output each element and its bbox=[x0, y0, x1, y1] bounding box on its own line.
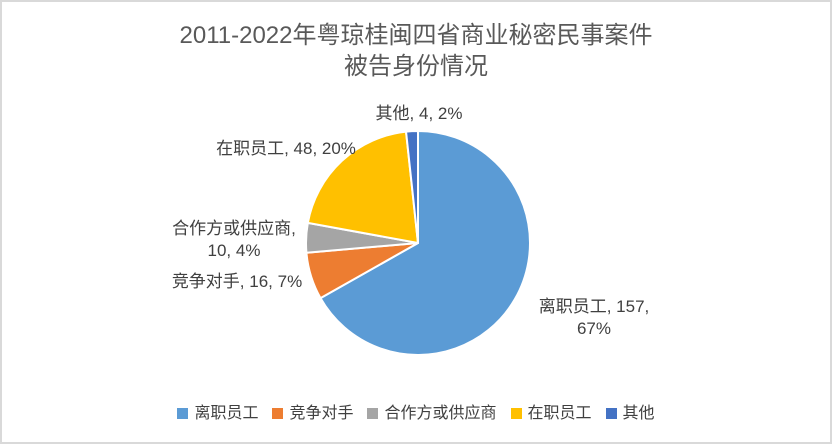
legend-label-competitor: 竞争对手 bbox=[289, 405, 354, 422]
chart-title-line-2: 被告身份情况 bbox=[344, 53, 488, 80]
legend-marker-competitor bbox=[272, 408, 284, 419]
legend-label-current-employee: 在职员工 bbox=[527, 405, 592, 422]
legend-label-other: 其他 bbox=[622, 405, 655, 422]
legend-item-competitor: 竞争对手 bbox=[272, 403, 353, 424]
legend-marker-partner-supplier bbox=[367, 408, 379, 419]
legend-item-current-employee: 在职员工 bbox=[510, 403, 592, 424]
pie-slice-former-employee bbox=[319, 130, 531, 356]
legend-item-other: 其他 bbox=[605, 403, 655, 424]
data-label-other: 其他, 4, 2% bbox=[375, 104, 463, 123]
legend-marker-other bbox=[605, 408, 617, 419]
pie-slice-current-employee bbox=[306, 130, 419, 244]
pie-slice-other bbox=[405, 130, 419, 244]
legend-item-former-employee: 离职员工 bbox=[177, 403, 258, 424]
data-label-competitor: 竞争对手, 16, 7% bbox=[171, 272, 303, 291]
legend-label-former-employee: 离职员工 bbox=[194, 405, 259, 422]
legend-marker-former-employee bbox=[177, 408, 189, 419]
legend-marker-current-employee bbox=[510, 408, 522, 419]
chart-title-line-1: 2011-2022年粤琼桂闽四省商业秘密民事案件 bbox=[179, 22, 653, 49]
legend: 离职员工 竞争对手 合作方或供应商 在职员工 其他 bbox=[2, 403, 830, 424]
data-label-current-employee: 在职员工, 48, 20% bbox=[216, 139, 356, 158]
data-label-partner-supplier: 合作方或供应商, 10, 4% bbox=[172, 219, 296, 260]
legend-item-partner-supplier: 合作方或供应商 bbox=[367, 403, 497, 424]
legend-label-partner-supplier: 合作方或供应商 bbox=[384, 405, 497, 422]
chart-title: 2011-2022年粤琼桂闽四省商业秘密民事案件 被告身份情况 bbox=[2, 20, 830, 82]
data-label-former-employee: 离职员工, 157, 67% bbox=[538, 297, 650, 338]
